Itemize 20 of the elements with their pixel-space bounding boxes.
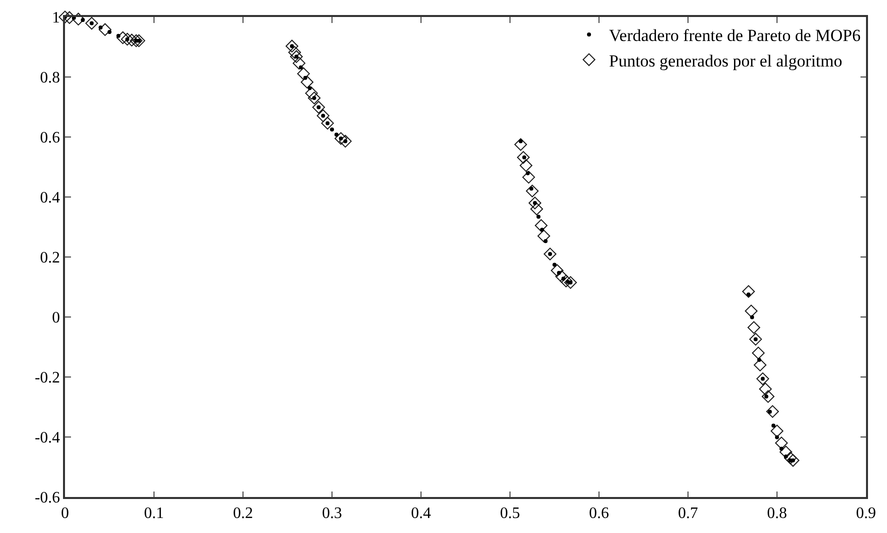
y-tick-label: 0.4 [40,190,60,207]
x-tick-label: 0.3 [322,504,342,522]
y-tick-label: -0.4 [34,430,60,447]
x-tick-label: 0.2 [233,504,253,522]
legend-label: Puntos generados por el algoritmo [609,51,842,70]
y-tick-label: 1 [52,10,60,27]
y-tick-label: 0.2 [40,250,60,267]
legend-label: Verdadero frente de Pareto de MOP6 [609,26,861,46]
x-tick-label: 0.1 [144,504,164,522]
x-tick-label: 0.4 [411,504,431,522]
y-tick-label: -0.6 [34,490,60,507]
y-tick-label: 0.8 [40,70,60,87]
y-tick-label: -0.2 [34,370,60,387]
y-tick-label: 0.6 [40,130,60,147]
x-tick-label: 0.6 [589,504,609,522]
x-tick-label: 0.9 [856,504,876,522]
x-tick-label: 0.8 [767,504,787,522]
x-tick-label: 0.7 [678,504,698,522]
x-tick-label: 0.5 [500,504,520,522]
y-tick-label: 0 [52,310,60,327]
